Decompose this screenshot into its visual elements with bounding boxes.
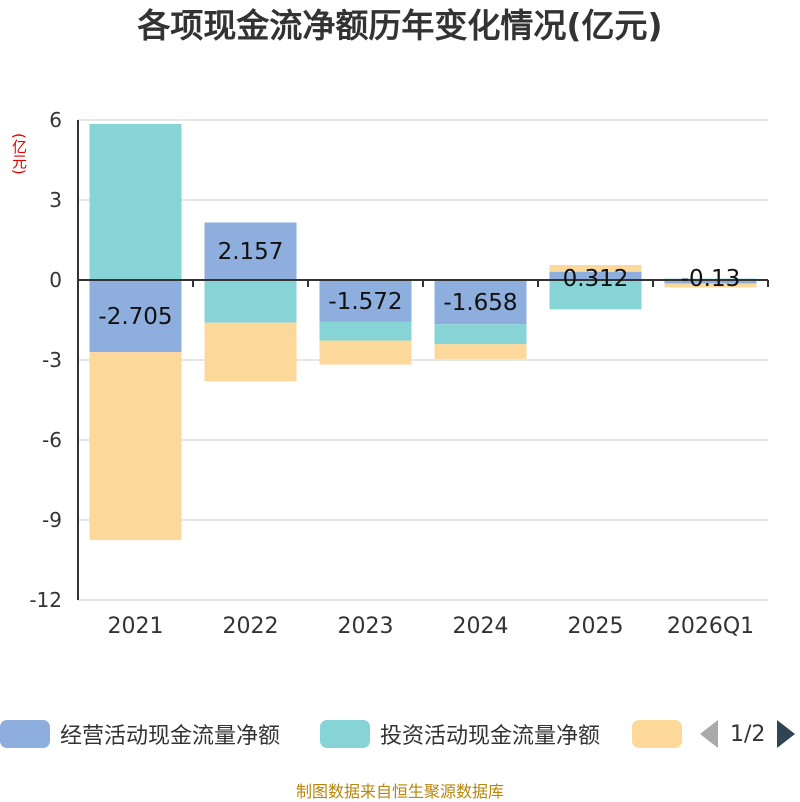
bar-series2-2021 <box>89 352 182 541</box>
y-tick-label: -6 <box>42 428 62 452</box>
bar-series2-2024 <box>434 344 527 359</box>
data-label: 0.312 <box>563 266 629 292</box>
data-label: 2.157 <box>218 239 284 265</box>
bar-series1-2024 <box>434 324 527 345</box>
x-tick-label: 2021 <box>108 614 164 639</box>
bar-series1-2025 <box>549 280 642 310</box>
legend-swatch-investing <box>320 720 370 748</box>
legend: 经营活动现金流量净额 投资活动现金流量净额 1/2 <box>0 714 800 754</box>
data-label: -0.13 <box>681 266 741 292</box>
data-label: -1.572 <box>328 289 402 315</box>
legend-page-indicator: 1/2 <box>730 721 766 747</box>
legend-pager: 1/2 <box>700 720 796 748</box>
bar-series0-2026Q1 <box>664 280 757 284</box>
bar-series0-2023 <box>319 280 412 322</box>
x-tick-label: 2025 <box>568 614 624 639</box>
next-page-icon[interactable] <box>777 720 796 748</box>
legend-item-financing[interactable] <box>632 720 692 748</box>
x-tick-label: 2022 <box>223 614 279 639</box>
legend-item-operating[interactable]: 经营活动现金流量净额 <box>0 720 281 749</box>
bar-series2-2025 <box>549 265 642 272</box>
x-tick-label: 2024 <box>453 614 509 639</box>
chart-canvas: 6 3 0 -3 -6 -9 -12 2021 2022 2023 2024 2025 2026Q1 -2… <box>29 108 769 639</box>
chart-title: 各项现金流净额历年变化情况(亿元) <box>137 6 663 45</box>
bar-series0-2024 <box>434 280 527 325</box>
bar-series0-2021 <box>89 280 182 353</box>
legend-swatch-operating <box>0 720 50 748</box>
legend-label-investing: 投资活动现金流量净额 <box>380 724 601 749</box>
bar-series1-2023 <box>319 321 412 341</box>
bar-series0-2025 <box>549 271 642 280</box>
y-tick-label: -12 <box>29 588 62 612</box>
bar-series2-2022 <box>204 322 297 382</box>
prev-page-icon[interactable] <box>700 720 718 748</box>
data-label: -2.705 <box>98 304 172 330</box>
y-axis-unit: (亿元) <box>10 133 28 175</box>
legend-label-operating: 经营活动现金流量净额 <box>60 724 281 749</box>
data-source-note: 制图数据来自恒生聚源数据库 <box>295 782 504 801</box>
data-label: -1.658 <box>443 290 517 316</box>
bar-series2-2023 <box>319 340 412 365</box>
bar-series0-2022 <box>204 222 297 280</box>
y-tick-label: 3 <box>49 188 62 212</box>
y-tick-label: 6 <box>49 108 62 132</box>
x-tick-label: 2023 <box>338 614 394 639</box>
bar-series2-2026Q1 <box>664 283 757 288</box>
y-tick-label: -9 <box>42 508 62 532</box>
y-tick-label: -3 <box>42 348 62 372</box>
x-tick-label: 2026Q1 <box>667 614 754 639</box>
bar-series1-2021 <box>89 124 182 280</box>
bar-series1-2022 <box>204 280 297 323</box>
legend-swatch-financing <box>632 720 682 748</box>
y-tick-label: 0 <box>49 268 62 292</box>
legend-item-investing[interactable]: 投资活动现金流量净额 <box>320 720 601 749</box>
